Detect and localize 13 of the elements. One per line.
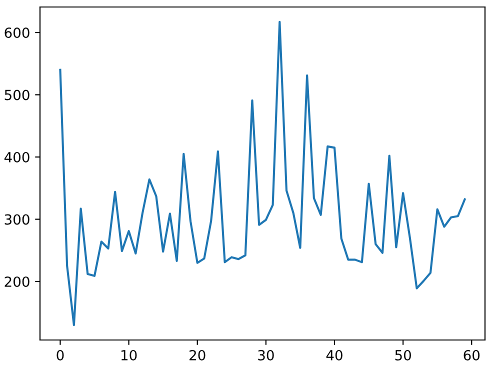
y-tick-label: 500: [4, 90, 30, 100]
x-tick-label: 60: [464, 350, 480, 360]
x-tick-label: 10: [121, 350, 137, 360]
y-tick-label: 600: [4, 27, 30, 38]
x-tick-label: 50: [395, 350, 411, 360]
x-tick-label: 0: [56, 350, 64, 360]
x-tick-label: 40: [326, 350, 342, 360]
line-series: [59, 20, 466, 326]
x-tick-label: 30: [258, 350, 274, 360]
y-tick-label: 300: [4, 214, 30, 225]
x-tick-label: 20: [190, 350, 206, 360]
y-tick-label: 200: [4, 276, 30, 287]
y-tick-label: 400: [4, 152, 30, 162]
